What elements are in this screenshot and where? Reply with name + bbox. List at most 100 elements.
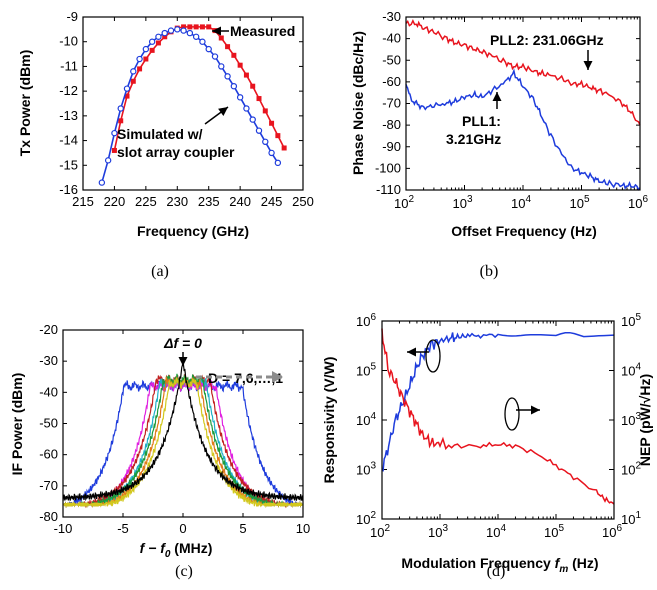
data-point: [225, 44, 231, 50]
plot-frame: [62, 329, 304, 518]
x-tick-label: 10: [296, 521, 310, 536]
y-tick-label: -110: [376, 182, 401, 197]
x-tick-label: -10: [54, 521, 73, 536]
data-point: [123, 85, 131, 92]
y-tick-label: -20: [39, 322, 58, 337]
x-tick-label: 103: [428, 523, 448, 540]
y-tick-label: -10: [59, 34, 78, 49]
pll2-arrow-head: [583, 61, 593, 70]
x-axis-label-unit: (Hz): [568, 555, 598, 571]
data-point: [162, 34, 168, 40]
data-point: [205, 45, 212, 53]
data-point: [155, 40, 161, 46]
data-point: [230, 82, 238, 90]
responsivity-arrow-head: [407, 347, 416, 357]
x-axis-label-sub: m: [559, 564, 568, 575]
series-line-0: [113, 26, 285, 151]
data-point: [275, 133, 281, 139]
data-point: [181, 24, 187, 30]
measured-arrow: [212, 26, 229, 36]
responsivity-ellipse: [425, 339, 441, 373]
x-tick-label: 5: [239, 521, 246, 536]
data-point: [130, 68, 137, 75]
spectrum-line-5: [62, 376, 304, 509]
spectrum-line-2: [62, 374, 304, 509]
x-axis-label-var: f: [555, 555, 561, 571]
nep-ellipse: [504, 397, 520, 431]
caption-d: (d): [487, 563, 506, 580]
data-point: [199, 38, 206, 45]
measured-arrow-head: [212, 26, 221, 36]
x-tick-label: 235: [198, 194, 220, 209]
pll2-arrow: [583, 50, 593, 70]
delta-f-arrow-head: [178, 357, 188, 366]
y-tick-label: 105: [356, 362, 376, 379]
delta-f-label: Δf = 0: [163, 335, 202, 351]
pll2-label: PLL2: 231.06GHz: [490, 32, 604, 48]
data-point: [268, 149, 275, 157]
d-sweep-label: D = 7,6,…,1: [208, 370, 283, 386]
panel-a: 215 220 225 230 235 240 245 250 -9 -10 -11 -12 -13 -1…: [17, 9, 314, 280]
simulated-label-line1: Simulated w/: [117, 126, 203, 142]
data-point: [211, 53, 219, 60]
y-tick-label: -13: [59, 108, 78, 123]
x-tick-label: 215: [72, 194, 94, 209]
data-point: [255, 127, 263, 134]
y-axis-label: IF Power (dBm): [9, 373, 25, 476]
x-tick-label: 245: [261, 194, 283, 209]
data-point: [237, 62, 243, 68]
data-point: [206, 24, 212, 30]
panel-d: 102 103 104 105 106 106 105 104 103 102 105 104 103 1…: [321, 312, 653, 580]
data-point: [124, 93, 130, 99]
simulated-arrow-head: [218, 107, 228, 116]
y-tick-label: 103: [356, 461, 376, 478]
y-tick-label: 102: [356, 510, 376, 527]
plot-frame: [405, 16, 641, 191]
y-right-tick-label: 101: [621, 510, 641, 527]
spectrum-line-3: [62, 376, 304, 509]
data-point: [98, 179, 106, 186]
y-tick-label: -12: [59, 83, 78, 98]
x-axis-label: Frequency (GHz): [137, 223, 249, 239]
plot-frame: [82, 16, 304, 191]
x-axis-label: f − f0 (MHz): [140, 540, 213, 560]
data-point: [224, 73, 231, 80]
y-tick-label: -9: [66, 9, 78, 24]
series-line-0: [381, 331, 615, 472]
y-tick-label: -60: [39, 447, 58, 462]
caption-b: (b): [480, 263, 499, 280]
data-point: [137, 66, 143, 72]
y-tick-label: -80: [39, 509, 58, 524]
nep-arrow: [516, 405, 540, 415]
simulated-label-line2: slot array coupler: [117, 144, 235, 160]
data-point: [249, 116, 256, 123]
x-tick-label: 106: [602, 523, 622, 540]
series-line-1: [381, 328, 615, 505]
y-tick-label: -70: [382, 96, 401, 111]
y-tick-label: -70: [39, 478, 58, 493]
data-point: [155, 33, 162, 40]
data-point: [262, 108, 268, 114]
y-tick-label: -40: [39, 384, 58, 399]
data-point: [180, 27, 187, 34]
y-tick-label: -90: [382, 139, 401, 154]
x-axis-label-main: f − f: [140, 540, 167, 556]
data-point: [243, 72, 249, 78]
data-point: [187, 24, 193, 30]
x-tick-label: 106: [628, 194, 648, 211]
y-tick-label: 106: [356, 312, 376, 329]
data-point: [130, 78, 136, 84]
data-point: [231, 52, 237, 58]
d-sweep-arrow: [196, 371, 283, 383]
y-tick-label: -40: [382, 31, 401, 46]
panel-c: -10 -5 0 5 10-20-30-40-50-60-70-80f − f0 (MH…: [9, 322, 310, 580]
spectrum-line-4: [62, 373, 304, 509]
data-point: [117, 105, 124, 112]
data-point: [148, 38, 156, 45]
x-tick-label: 104: [486, 523, 506, 540]
x-tick-label: 102: [370, 523, 390, 540]
y-right-tick-label: 104: [621, 362, 641, 379]
caption-c: (c): [175, 563, 193, 580]
x-axis-label: Offset Frequency (Hz): [451, 223, 596, 239]
data-point: [186, 29, 194, 37]
